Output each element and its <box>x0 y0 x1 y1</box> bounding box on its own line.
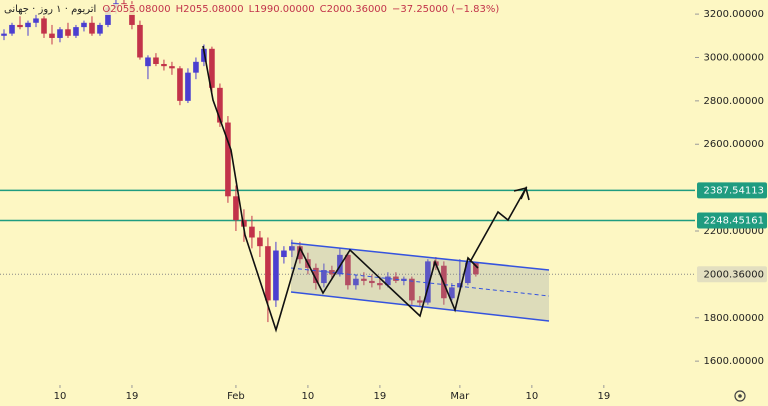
candle-body <box>185 72 191 101</box>
y-tick-label: 1800.00000 <box>704 313 764 324</box>
candle-body <box>417 300 423 303</box>
candle-body <box>25 22 31 28</box>
candle-body <box>329 270 335 275</box>
candle-body <box>89 22 95 34</box>
candle-body <box>9 24 15 34</box>
candle-body <box>153 57 159 64</box>
candle-body <box>385 276 391 286</box>
candle-body <box>225 122 231 197</box>
projection-arrowhead <box>513 186 528 200</box>
symbol-title: اتریوم · ۱ روز · جهانی <box>4 4 97 15</box>
candle-body <box>73 27 79 36</box>
candle-body <box>193 61 199 73</box>
candle-body <box>449 287 455 299</box>
candle-body <box>57 29 63 38</box>
y-tick-label: 2800.00000 <box>704 96 764 107</box>
candle-body <box>465 262 471 284</box>
candle-body <box>97 24 103 34</box>
candle-body <box>377 283 383 286</box>
settings-icon-dot <box>738 394 742 398</box>
candle-body <box>161 63 167 67</box>
header: اتریوم · ۱ روز · جهانی O2055.08000 H2055.0… <box>2 4 507 15</box>
candle-body <box>137 24 143 58</box>
candle-body <box>145 57 151 67</box>
candle-body <box>33 18 39 23</box>
y-tick-label: 3200.00000 <box>704 9 764 20</box>
candle-body <box>353 278 359 286</box>
level-box <box>697 182 767 199</box>
last-price-label: 2000.36000 <box>704 269 764 280</box>
candle-body <box>17 24 23 28</box>
channel-upper <box>290 242 550 271</box>
level-label: 2387.54113 <box>704 185 764 196</box>
candle-body <box>41 18 47 34</box>
candle-body <box>129 5 135 25</box>
candle-body <box>169 66 175 69</box>
candle-body <box>249 226 255 238</box>
x-tick-label: 19 <box>597 391 610 402</box>
candle-body <box>273 250 279 301</box>
candle-body <box>177 68 183 101</box>
candle-body <box>81 22 87 28</box>
level-box <box>697 212 767 229</box>
candle-body <box>457 283 463 288</box>
zigzag-path <box>202 45 479 333</box>
candle-body <box>361 278 367 281</box>
ohlc-value: O2055.08000 <box>102 4 171 15</box>
candle-body <box>209 48 215 88</box>
candle-body <box>321 270 327 284</box>
candle-body <box>65 29 71 36</box>
x-tick-label: 10 <box>302 391 315 402</box>
ohlc: O2055.08000 H2055.08000 L1990.00000 C2000.3… <box>102 4 392 15</box>
candle-body <box>281 250 287 258</box>
channel-lower <box>290 291 550 322</box>
candle-body <box>1 33 7 36</box>
candle-body <box>409 278 415 301</box>
ohlc-value: H2055.08000 <box>175 4 244 15</box>
projection-path <box>469 185 530 263</box>
candle-body <box>49 33 55 38</box>
candle-body <box>473 262 479 275</box>
settings-icon[interactable] <box>734 390 746 402</box>
change: −37.25000 (−1.83%) <box>392 4 500 15</box>
channel-mid <box>290 267 550 297</box>
x-tick-label: Feb <box>227 391 245 402</box>
candle-body <box>233 196 239 221</box>
candle-body <box>297 246 303 260</box>
x-tick-label: 19 <box>374 391 387 402</box>
candle-body <box>241 220 247 227</box>
candle-body <box>289 246 295 251</box>
axes: 1600.00000 1800.00000 2200.00000 2600.00000… <box>54 9 767 402</box>
candle-body <box>217 87 223 123</box>
candle-body <box>369 280 375 284</box>
candle-body <box>257 237 263 247</box>
candle-body <box>393 276 399 281</box>
x-tick-label: 10 <box>54 391 67 402</box>
last-price-box <box>697 266 767 283</box>
x-tick-label: Mar <box>450 391 470 402</box>
y-tick-label: 2600.00000 <box>704 139 764 150</box>
level-label: 2248.45161 <box>704 215 764 226</box>
candle-body <box>313 267 319 284</box>
y-tick-label: 2200.00000 <box>704 226 764 237</box>
ohlc-value: L1990.00000 <box>248 4 315 15</box>
ohlc-value: C2000.36000 <box>319 4 388 15</box>
candle-body <box>425 261 431 303</box>
candle-body <box>345 254 351 286</box>
y-tick-label: 1600.00000 <box>704 356 764 367</box>
x-tick-label: 19 <box>126 391 139 402</box>
y-tick-label: 3000.00000 <box>704 52 764 63</box>
x-tick-label: 10 <box>525 391 538 402</box>
candle-body <box>265 246 271 301</box>
candle-body <box>105 7 111 25</box>
